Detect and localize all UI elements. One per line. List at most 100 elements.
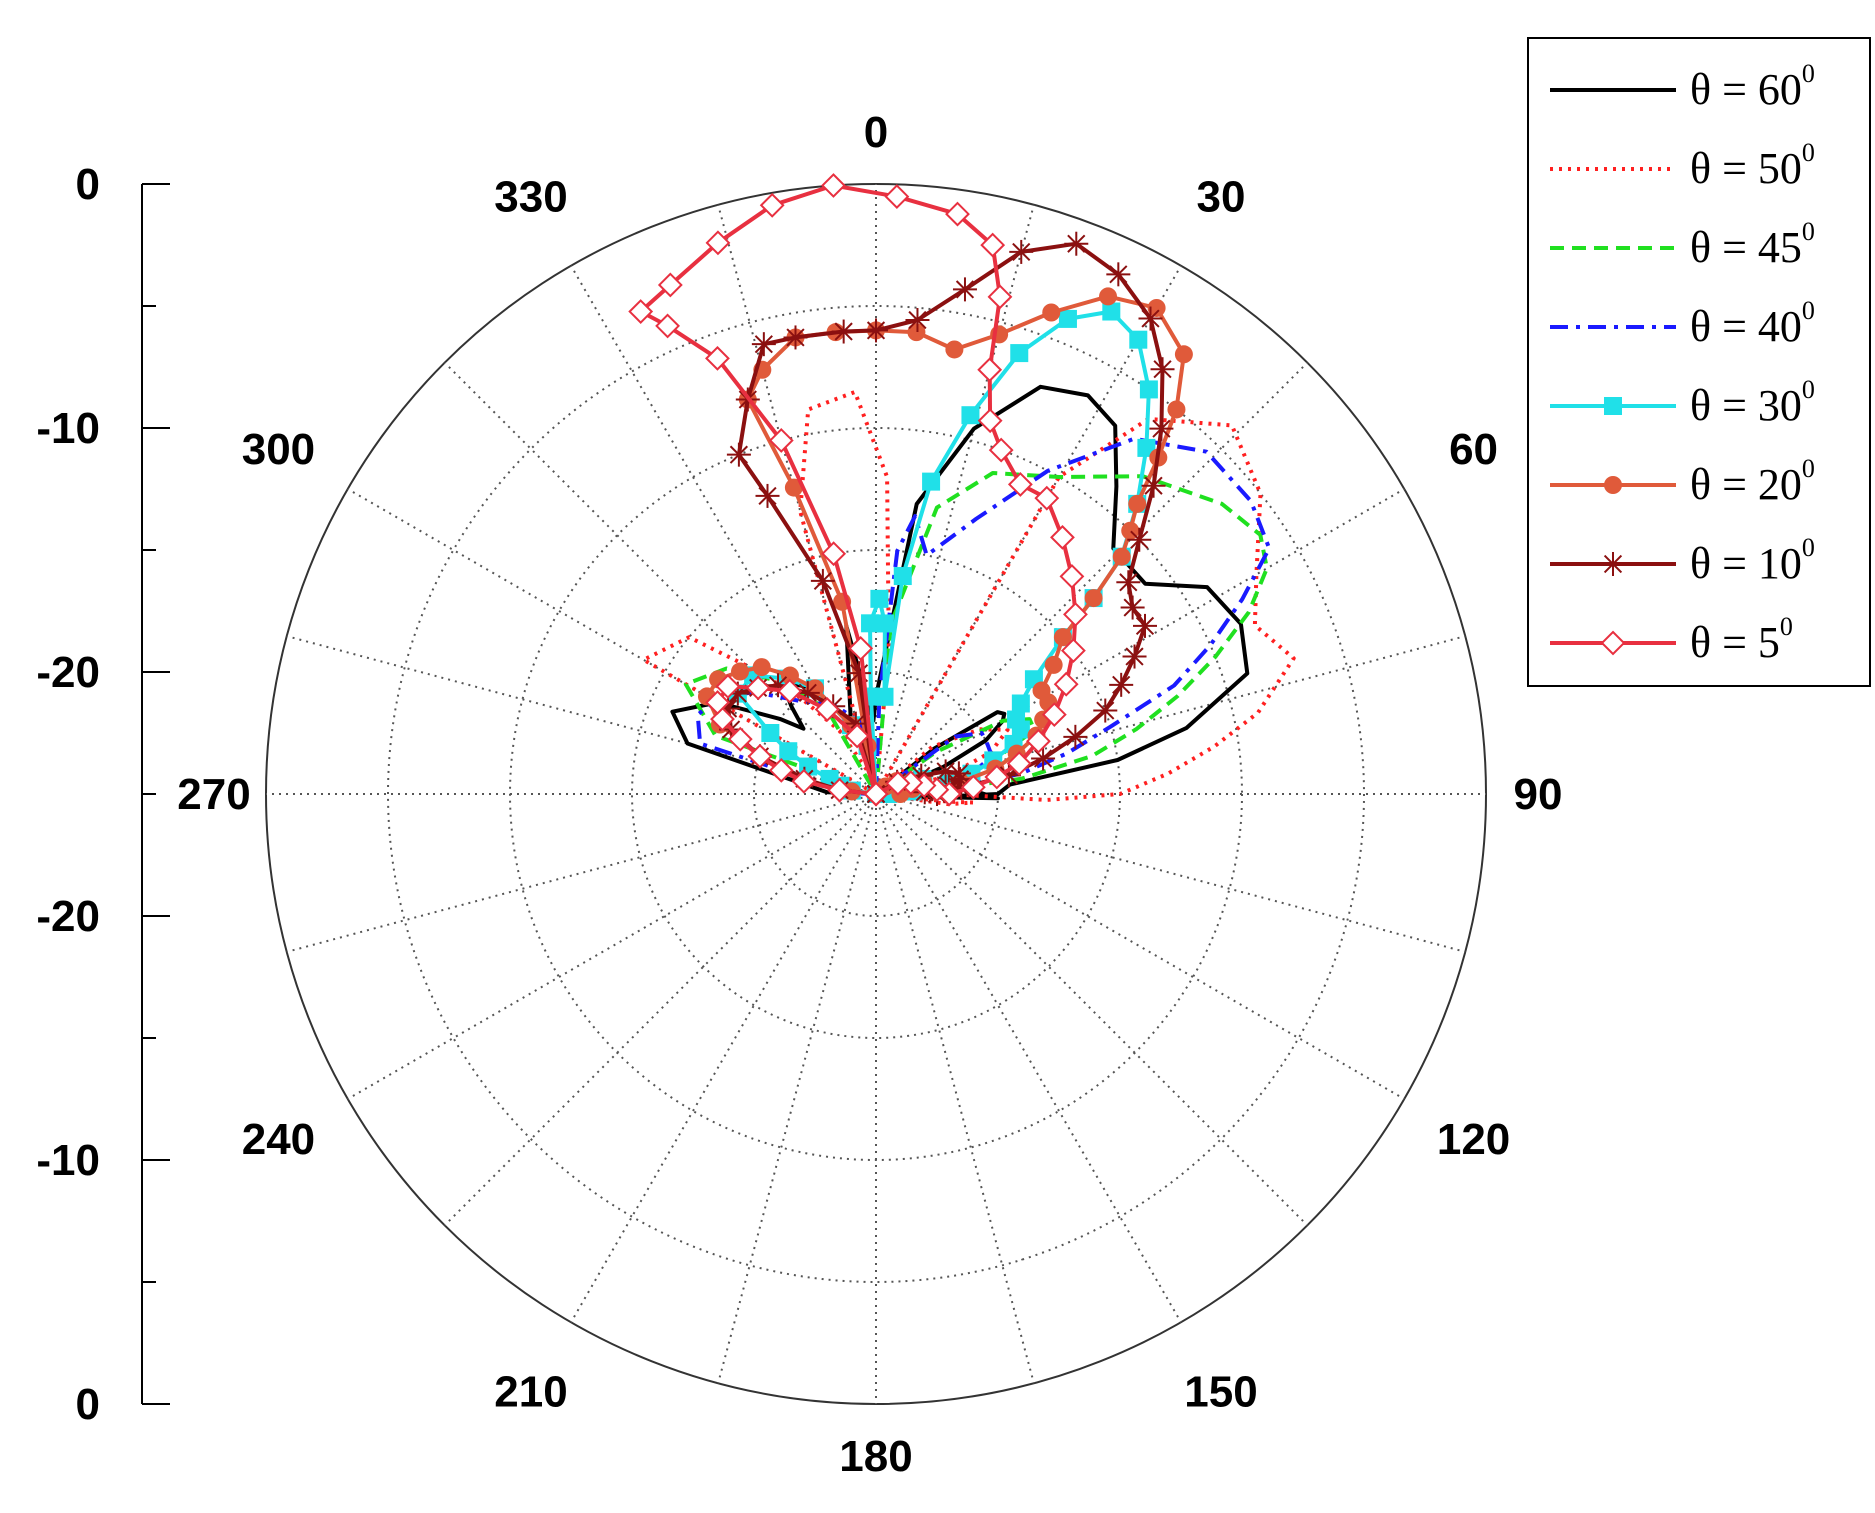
marker-circle	[907, 323, 926, 342]
series-lines	[628, 173, 1296, 807]
marker-star	[1122, 644, 1147, 669]
marker-diamond	[945, 201, 970, 227]
marker-diamond	[1034, 485, 1060, 511]
marker-diamond	[727, 726, 753, 752]
grid-spoke	[570, 793, 877, 1323]
radial-tick-label: -20	[36, 892, 100, 941]
marker-square	[870, 589, 889, 608]
marker-square	[779, 742, 798, 761]
marker-square	[1102, 302, 1121, 321]
angle-label-120: 120	[1437, 1115, 1510, 1164]
marker-star	[1149, 416, 1174, 441]
legend-label: θ = 50	[1690, 612, 1793, 667]
grid-spoke	[443, 361, 877, 795]
marker-square	[1604, 397, 1622, 415]
legend-entry: θ = 100	[1550, 533, 1815, 588]
marker-diamond	[705, 230, 731, 256]
angle-label-240: 240	[242, 1115, 315, 1164]
marker-square	[1058, 309, 1077, 328]
marker-diamond	[1050, 524, 1075, 550]
angle-label-60: 60	[1449, 425, 1498, 474]
legend-entry: θ = 500	[1550, 138, 1815, 193]
marker-diamond	[768, 757, 794, 783]
marker-diamond	[977, 408, 1003, 434]
grid-spoke	[875, 361, 1309, 795]
marker-star	[933, 759, 958, 784]
radial-axis: 0 -10 -20 -20 -10 0	[36, 160, 170, 1429]
legend-label: θ = 400	[1690, 296, 1815, 351]
marker-diamond	[655, 313, 681, 339]
marker-star	[810, 568, 835, 593]
marker-square	[1011, 720, 1030, 739]
legend-label: θ = 500	[1690, 138, 1815, 193]
marker-diamond	[791, 768, 817, 794]
grid-spoke	[717, 793, 877, 1384]
marker-diamond	[745, 675, 771, 701]
marker-star	[1116, 570, 1141, 595]
marker-star	[905, 308, 930, 333]
marker-circle	[1084, 589, 1103, 608]
marker-diamond	[821, 173, 846, 198]
marker-square	[875, 687, 894, 706]
angle-label-210: 210	[494, 1368, 567, 1417]
marker-square	[1129, 330, 1148, 349]
legend-label: θ = 100	[1690, 533, 1815, 588]
marker-square	[1011, 694, 1030, 713]
marker-diamond	[657, 272, 683, 298]
marker-star	[1093, 698, 1118, 723]
marker-square	[875, 614, 894, 633]
angle-label-270: 270	[177, 770, 250, 819]
marker-star	[1133, 613, 1158, 638]
marker-circle	[1167, 400, 1186, 419]
marker-star	[1031, 746, 1056, 771]
marker-circle	[1174, 345, 1193, 364]
marker-star	[1064, 231, 1089, 256]
marker-diamond	[628, 299, 654, 324]
marker-diamond	[885, 770, 911, 796]
marker-square	[1010, 344, 1029, 363]
marker-diamond	[844, 723, 870, 749]
marker-diamond	[1007, 471, 1033, 497]
marker-diamond	[988, 437, 1014, 463]
marker-circle	[1053, 628, 1072, 647]
legend-entry: θ = 300	[1550, 375, 1815, 430]
legend: θ = 600 θ = 500 θ = 450 θ = 400 θ = 300 θ = 2…	[1527, 37, 1871, 687]
marker-star	[726, 442, 751, 467]
marker-diamond	[827, 777, 853, 803]
marker-star	[755, 483, 780, 508]
marker-square	[861, 614, 880, 633]
marker-diamond	[705, 345, 730, 371]
radial-tick-label: -10	[36, 404, 100, 453]
marker-diamond	[715, 674, 741, 699]
marker-diamond	[1060, 638, 1086, 663]
marker-diamond	[1041, 702, 1067, 728]
legend-entry: θ = 600	[1550, 59, 1815, 114]
marker-square	[922, 472, 941, 491]
marker-diamond	[848, 635, 874, 661]
angle-label-30: 30	[1197, 172, 1246, 221]
legend-entry: θ = 450	[1550, 217, 1815, 272]
marker-diamond	[768, 428, 794, 453]
marker-diamond	[884, 184, 910, 209]
marker-diamond	[977, 357, 1003, 383]
marker-star	[952, 277, 977, 302]
marker-diamond	[777, 678, 803, 704]
marker-circle	[784, 478, 803, 497]
marker-square	[1137, 438, 1156, 457]
marker-circle	[1604, 476, 1622, 494]
marker-star	[1138, 306, 1163, 331]
marker-circle	[1112, 547, 1131, 566]
grid-spoke	[286, 793, 877, 953]
grid-spoke	[875, 793, 1309, 1227]
radial-tick-label: 0	[76, 1380, 100, 1429]
marker-diamond	[1059, 563, 1085, 589]
angle-label-330: 330	[494, 172, 567, 221]
grid-spoke	[875, 793, 1035, 1384]
marker-circle	[1044, 655, 1063, 674]
marker-diamond	[1006, 751, 1032, 776]
angle-labels: 0 30 60 90 120 150 180 210 240 270 300 330	[177, 108, 1562, 1481]
marker-circle	[752, 658, 771, 677]
legend-label: θ = 300	[1690, 375, 1815, 430]
marker-circle	[1099, 287, 1118, 306]
legend-entry: θ = 200	[1550, 454, 1815, 509]
